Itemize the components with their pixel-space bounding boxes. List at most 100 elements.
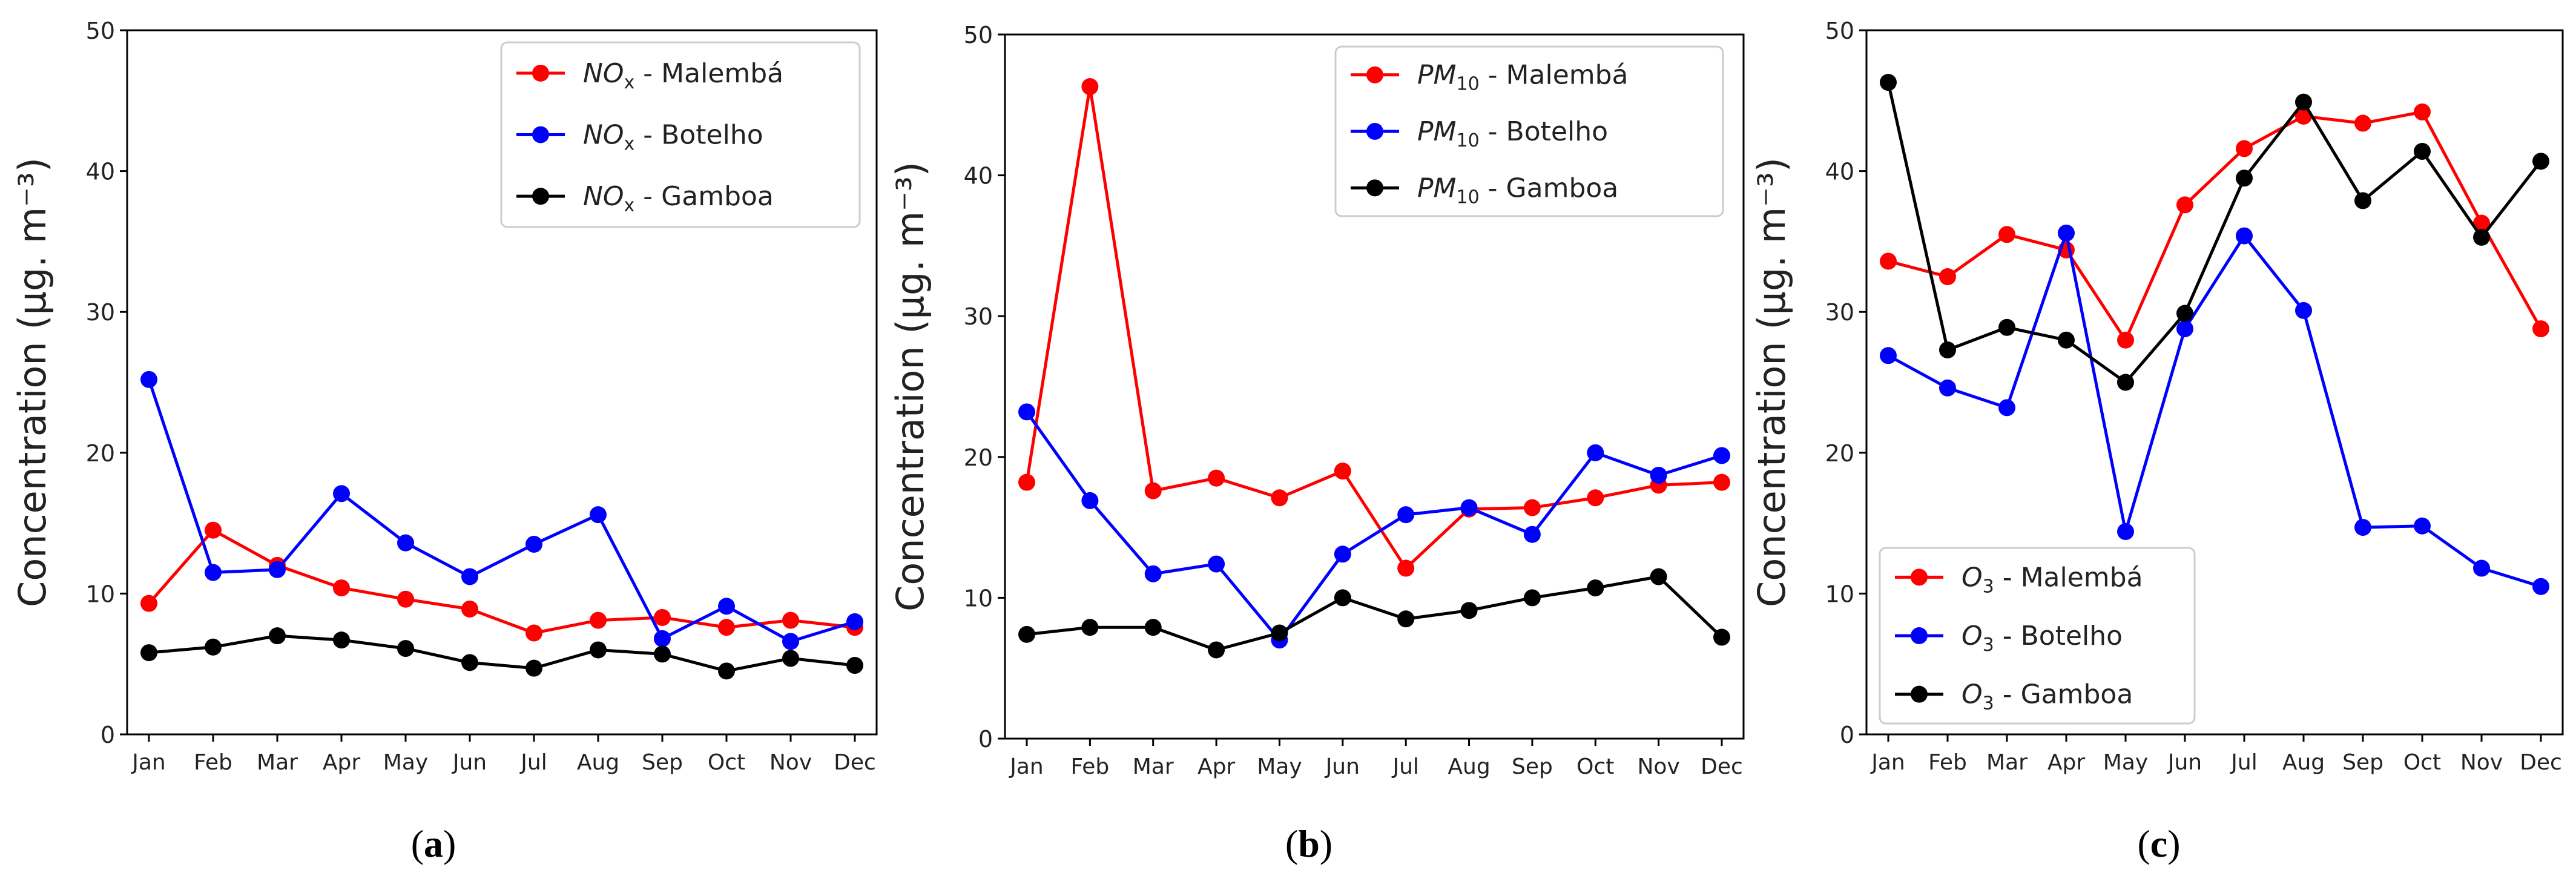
data-point bbox=[654, 608, 671, 626]
x-tick-label: May bbox=[1257, 754, 1302, 779]
legend: PM10 - Malembá PM10 - Botelho PM10 - Gambo… bbox=[1334, 45, 1724, 217]
data-point bbox=[782, 650, 799, 667]
data-point bbox=[846, 613, 863, 630]
data-point bbox=[205, 521, 222, 539]
data-point bbox=[333, 579, 350, 597]
x-tick-label: Jun bbox=[1325, 754, 1360, 779]
x-tick-label: May bbox=[383, 750, 428, 775]
data-point bbox=[2532, 320, 2549, 338]
data-point bbox=[1397, 506, 1415, 524]
x-tick-label: Mar bbox=[257, 750, 298, 775]
y-tick-label: 40 bbox=[1825, 159, 1854, 185]
y-tick-label: 50 bbox=[964, 22, 993, 48]
x-tick-label: May bbox=[2103, 750, 2148, 775]
data-point bbox=[590, 641, 607, 659]
data-point bbox=[205, 564, 222, 581]
legend-label: PM10 - Malembá bbox=[1417, 60, 1629, 95]
data-point bbox=[2414, 517, 2431, 535]
data-point bbox=[461, 600, 478, 618]
legend-label: PM10 - Gamboa bbox=[1417, 173, 1618, 208]
data-point bbox=[1081, 619, 1099, 636]
data-point bbox=[525, 659, 542, 677]
y-tick-label: 20 bbox=[964, 444, 993, 471]
data-point bbox=[1334, 545, 1351, 563]
data-point bbox=[1460, 499, 1478, 516]
x-tick-label: Aug bbox=[1448, 754, 1490, 779]
data-point bbox=[1650, 568, 1667, 585]
x-tick-label: Feb bbox=[1928, 750, 1967, 775]
data-point bbox=[2295, 302, 2312, 319]
legend-item: O3 - Botelho bbox=[1895, 621, 2123, 656]
data-point bbox=[1713, 473, 1730, 491]
x-tick-label: Jan bbox=[1870, 750, 1905, 775]
x-tick-label: Nov bbox=[1638, 754, 1680, 779]
legend-marker-swatch bbox=[1366, 123, 1383, 140]
data-point bbox=[269, 561, 286, 578]
data-point bbox=[1523, 589, 1541, 607]
data-point bbox=[2354, 192, 2371, 209]
plot-frame bbox=[1004, 33, 1745, 740]
x-tick-label: Jun bbox=[452, 750, 487, 775]
x-tick-label: Sep bbox=[2342, 750, 2383, 775]
data-point bbox=[1144, 565, 1162, 582]
data-point bbox=[333, 631, 350, 649]
data-point bbox=[2473, 214, 2490, 232]
data-point bbox=[1939, 268, 1956, 286]
data-point bbox=[2354, 114, 2371, 132]
data-point bbox=[2117, 374, 2134, 391]
data-point bbox=[205, 638, 222, 656]
data-point bbox=[1523, 526, 1541, 543]
data-point bbox=[1144, 619, 1162, 636]
legend: NOx - Malembá NOx - Botelho NOx - Gamboa bbox=[500, 41, 861, 228]
legend-marker-swatch bbox=[532, 64, 549, 82]
data-point bbox=[2117, 523, 2134, 541]
data-point bbox=[2058, 224, 2075, 242]
data-point bbox=[654, 645, 671, 663]
y-tick-label: 10 bbox=[86, 581, 115, 607]
legend-item: PM10 - Malembá bbox=[1351, 60, 1629, 95]
data-point bbox=[1271, 489, 1288, 507]
plot-frame bbox=[126, 29, 878, 736]
legend-label: O3 - Gamboa bbox=[1962, 679, 2133, 714]
data-point bbox=[590, 506, 607, 524]
data-point bbox=[140, 595, 157, 612]
series-line-3 bbox=[1026, 575, 1723, 651]
x-tick-label: Aug bbox=[577, 750, 619, 775]
data-point bbox=[525, 624, 542, 642]
data-point bbox=[2473, 228, 2490, 246]
legend-box bbox=[500, 41, 861, 228]
x-tick-label: Nov bbox=[2460, 750, 2503, 775]
y-tick-label: 40 bbox=[86, 159, 115, 185]
data-point bbox=[2236, 140, 2253, 157]
legend-item: PM10 - Botelho bbox=[1351, 116, 1608, 151]
legend-item: NOx - Botelho bbox=[516, 120, 763, 155]
y-tick-label: 0 bbox=[978, 726, 993, 753]
x-tick-label: Dec bbox=[834, 750, 876, 775]
legend-marker-swatch bbox=[1911, 685, 1928, 703]
x-tick-label: Jan bbox=[1009, 754, 1044, 779]
legend-box bbox=[1879, 547, 2196, 725]
y-tick-label: 50 bbox=[1825, 18, 1854, 44]
chart-panel-b: 0 10 20 30 40 50 Jan Feb Mar Apr May Jun Jul Aug Sep Oc… bbox=[888, 22, 1745, 865]
data-point bbox=[1998, 399, 2015, 417]
data-point bbox=[2117, 331, 2134, 349]
data-point bbox=[590, 611, 607, 629]
x-tick-label: Apr bbox=[323, 750, 360, 775]
data-point bbox=[1713, 447, 1730, 464]
data-point bbox=[2473, 559, 2490, 577]
x-tick-label: Oct bbox=[1576, 754, 1614, 779]
data-point bbox=[718, 662, 735, 680]
x-tick-label: Feb bbox=[1070, 754, 1109, 779]
series-line-2 bbox=[147, 379, 855, 643]
data-point bbox=[2532, 153, 2549, 170]
legend-label: NOx - Malembá bbox=[583, 58, 783, 93]
legend-item: PM10 - Gamboa bbox=[1351, 173, 1618, 208]
legend-marker-swatch bbox=[1366, 179, 1383, 197]
data-point bbox=[1334, 463, 1351, 480]
data-point bbox=[1018, 473, 1035, 491]
data-point bbox=[1018, 625, 1035, 643]
data-point bbox=[1713, 628, 1730, 646]
y-tick-label: 10 bbox=[964, 585, 993, 611]
series-line-1 bbox=[1888, 110, 2543, 342]
